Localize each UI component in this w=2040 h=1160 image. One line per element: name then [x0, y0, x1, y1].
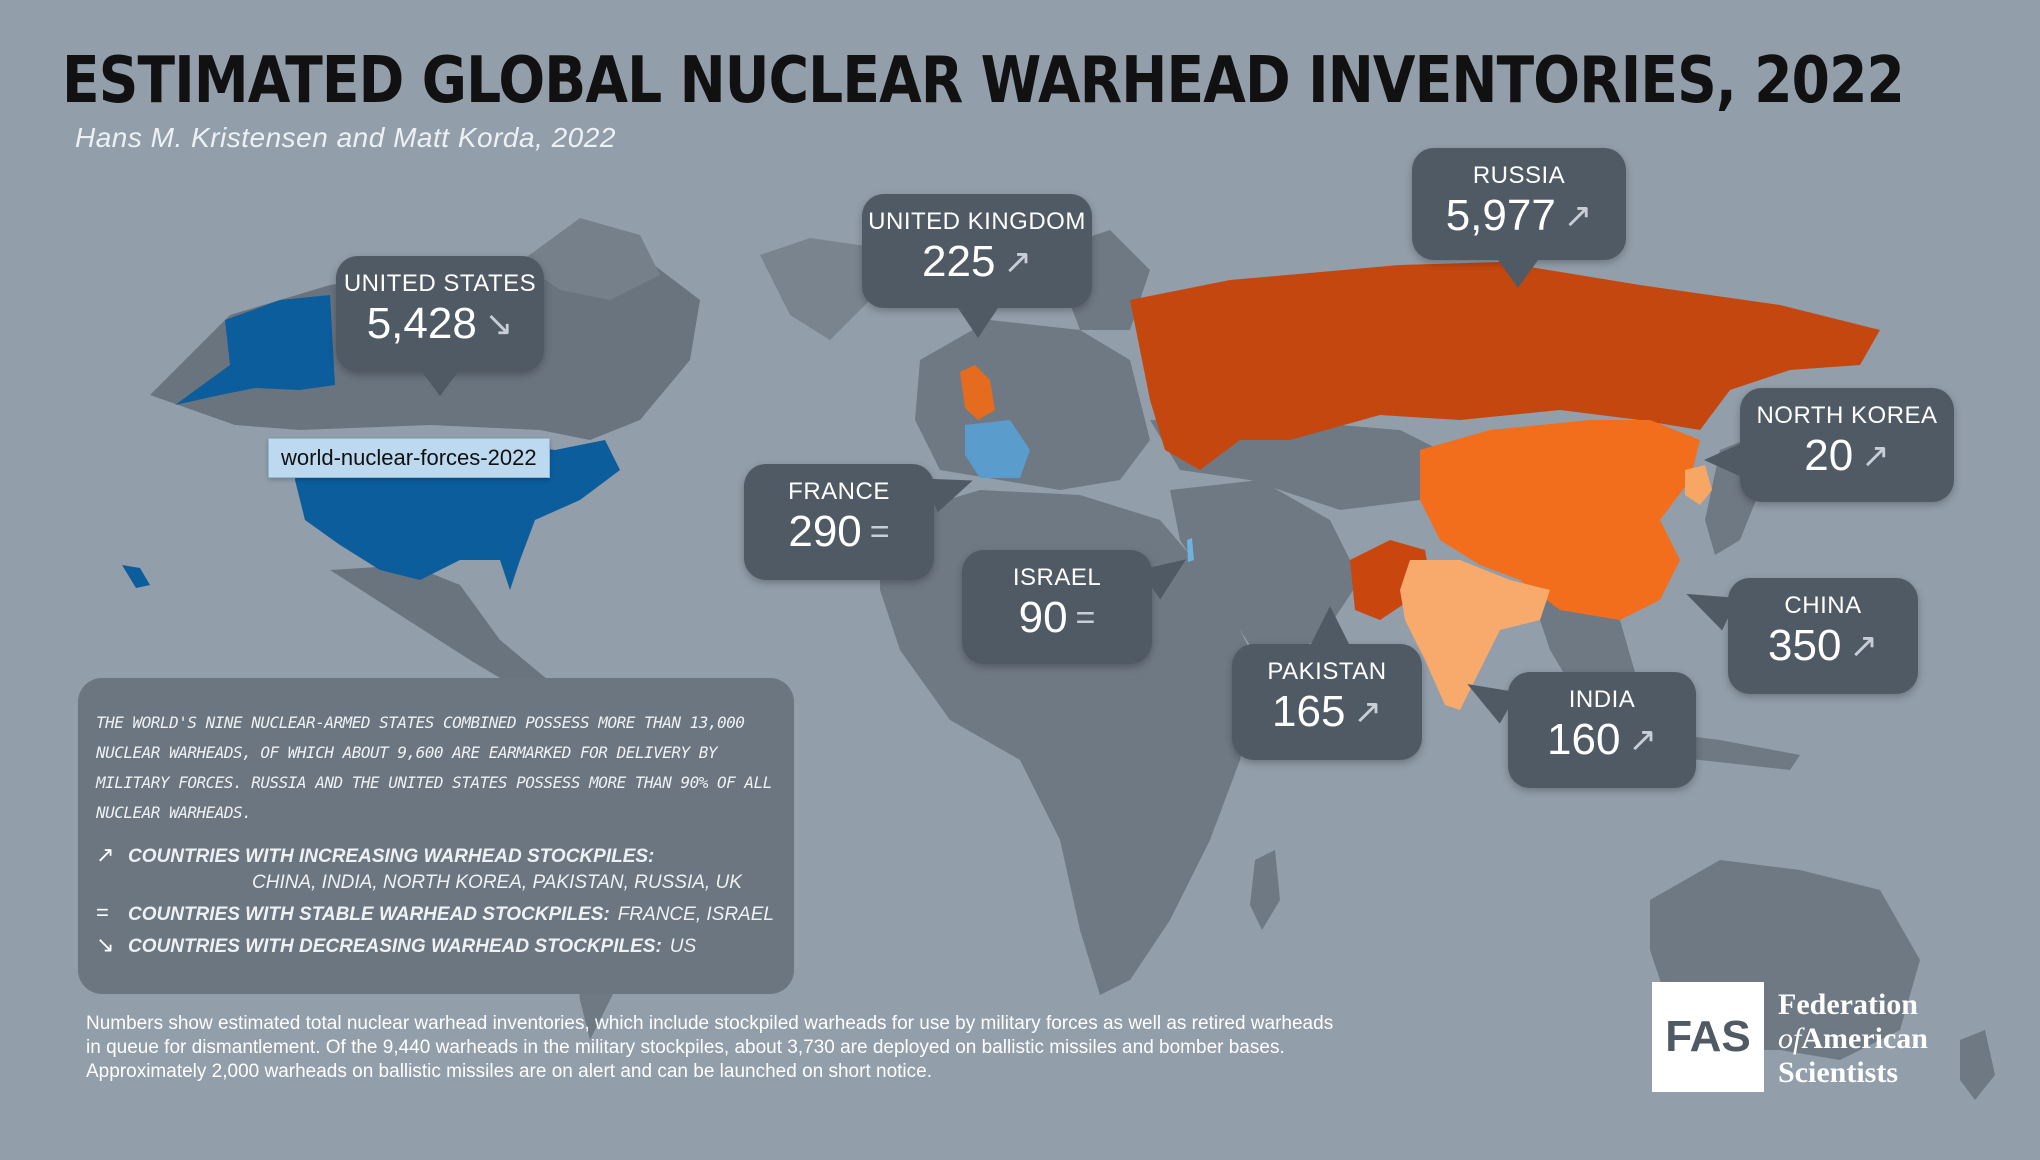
country-israel	[1187, 538, 1194, 562]
country-france	[965, 420, 1030, 478]
footnote: Numbers show estimated total nuclear war…	[86, 1013, 1334, 1082]
equals-icon: =	[96, 900, 109, 925]
legend-countries: US	[669, 936, 697, 957]
trend-up-icon: ↗	[1628, 721, 1657, 759]
map-subtitle: Hans M. Kristensen and Matt Korda, 2022	[75, 122, 616, 153]
callout-pakistan[interactable]: PAKISTAN 165 ↗	[1232, 606, 1422, 760]
country-name: RUSSIA	[1472, 162, 1566, 189]
legend-increasing-countries: CHINA, INDIA, NORTH KOREA, PAKISTAN, RUS…	[252, 872, 742, 893]
arrow-up-icon: ↗	[96, 842, 115, 867]
land-new-zealand	[1960, 1030, 1995, 1100]
callout-russia[interactable]: RUSSIA 5,977 ↗	[1412, 148, 1626, 288]
land-mexico-central-america	[330, 565, 560, 705]
land-hawaii	[122, 565, 150, 588]
fas-name-line2: ofAmerican	[1778, 1022, 1928, 1056]
country-name: UNITED KINGDOM	[868, 208, 1086, 235]
callout-tail	[1704, 442, 1744, 478]
fas-name-american: American	[1801, 1022, 1928, 1055]
country-name: PAKISTAN	[1267, 658, 1387, 685]
country-name: INDIA	[1568, 686, 1636, 713]
fas-logo-abbr: FAS	[1665, 1012, 1751, 1061]
warhead-count: 165	[1272, 687, 1346, 736]
trend-stable-icon: =	[869, 512, 890, 551]
trend-up-icon: ↗	[1563, 197, 1593, 235]
warhead-count: 5,428	[366, 299, 477, 348]
callout-tail	[1310, 606, 1350, 646]
country-india	[1400, 560, 1550, 710]
callout-india[interactable]: INDIA 160 ↗	[1458, 668, 1696, 788]
warhead-count: 225	[922, 237, 996, 286]
country-name: UNITED STATES	[343, 270, 537, 297]
trend-up-icon: ↗	[1003, 243, 1032, 281]
trend-stable-icon: =	[1075, 598, 1096, 637]
land-greenland	[760, 238, 880, 340]
callout-israel[interactable]: ISRAEL 90 =	[962, 544, 1197, 664]
legend-increasing: ↗ COUNTRIES WITH INCREASING WARHEAD STOC…	[96, 842, 774, 868]
country-name: ISRAEL	[1012, 564, 1102, 591]
country-uk	[960, 365, 995, 420]
callout-tail	[422, 372, 458, 396]
land-canada-north	[520, 218, 660, 300]
legend-decreasing: ↘ COUNTRIES WITH DECREASING WARHEAD STOC…	[96, 932, 774, 958]
fas-name-line1: Federation	[1778, 988, 1918, 1021]
legend-label: COUNTRIES WITH DECREASING WARHEAD STOCKP…	[128, 936, 662, 957]
country-name: CHINA	[1784, 592, 1862, 619]
trend-up-icon: ↗	[1849, 627, 1878, 665]
warhead-count: 20	[1804, 431, 1854, 480]
fas-name-line3: Scientists	[1778, 1056, 1898, 1089]
land-europe	[915, 320, 1150, 490]
land-madagascar	[1250, 850, 1280, 930]
warhead-count: 350	[1768, 621, 1842, 670]
fas-name-of: of	[1778, 1022, 1802, 1055]
trend-up-icon: ↗	[1861, 437, 1890, 475]
arrow-down-icon: ↘	[96, 932, 115, 957]
warhead-count: 160	[1547, 715, 1621, 764]
legend-stable: = COUNTRIES WITH STABLE WARHEAD STOCKPIL…	[96, 900, 774, 926]
callout-united-states[interactable]: UNITED STATES 5,428 ↘	[336, 256, 544, 396]
country-china	[1420, 420, 1700, 620]
callout-tail	[958, 308, 998, 338]
legend-label: COUNTRIES WITH INCREASING WARHEAD STOCKP…	[128, 846, 655, 867]
trend-up-icon: ↗	[1353, 693, 1382, 731]
image-tooltip: world-nuclear-forces-2022	[268, 438, 550, 478]
country-name: NORTH KOREA	[1756, 402, 1938, 429]
info-panel: The world's nine nuclear-armed states co…	[78, 678, 794, 994]
map-title: ESTIMATED GLOBAL NUCLEAR WARHEAD INVENTO…	[62, 44, 1905, 118]
fas-logo: FAS	[1652, 982, 1764, 1092]
trend-down-icon: ↘	[484, 305, 514, 343]
callout-china[interactable]: CHINA 350 ↗	[1678, 577, 1918, 694]
warhead-count: 90	[1018, 593, 1068, 642]
country-russia	[1130, 262, 1880, 470]
callout-north-korea[interactable]: NORTH KOREA 20 ↗	[1704, 388, 1954, 502]
country-us-alaska	[175, 295, 335, 405]
callout-france[interactable]: FRANCE 290 =	[744, 463, 979, 580]
callout-united-kingdom[interactable]: UNITED KINGDOM 225 ↗	[862, 194, 1092, 338]
legend-countries: FRANCE, ISRAEL	[617, 904, 774, 925]
legend-label: COUNTRIES WITH STABLE WARHEAD STOCKPILES…	[128, 904, 610, 925]
country-name: FRANCE	[788, 478, 890, 505]
callout-tail	[1498, 260, 1538, 288]
fas-name: Federation ofAmerican Scientists	[1778, 988, 1928, 1090]
info-text: The world's nine nuclear-armed states co…	[96, 713, 772, 822]
warhead-count: 290	[788, 507, 862, 556]
warhead-count: 5,977	[1445, 191, 1556, 240]
